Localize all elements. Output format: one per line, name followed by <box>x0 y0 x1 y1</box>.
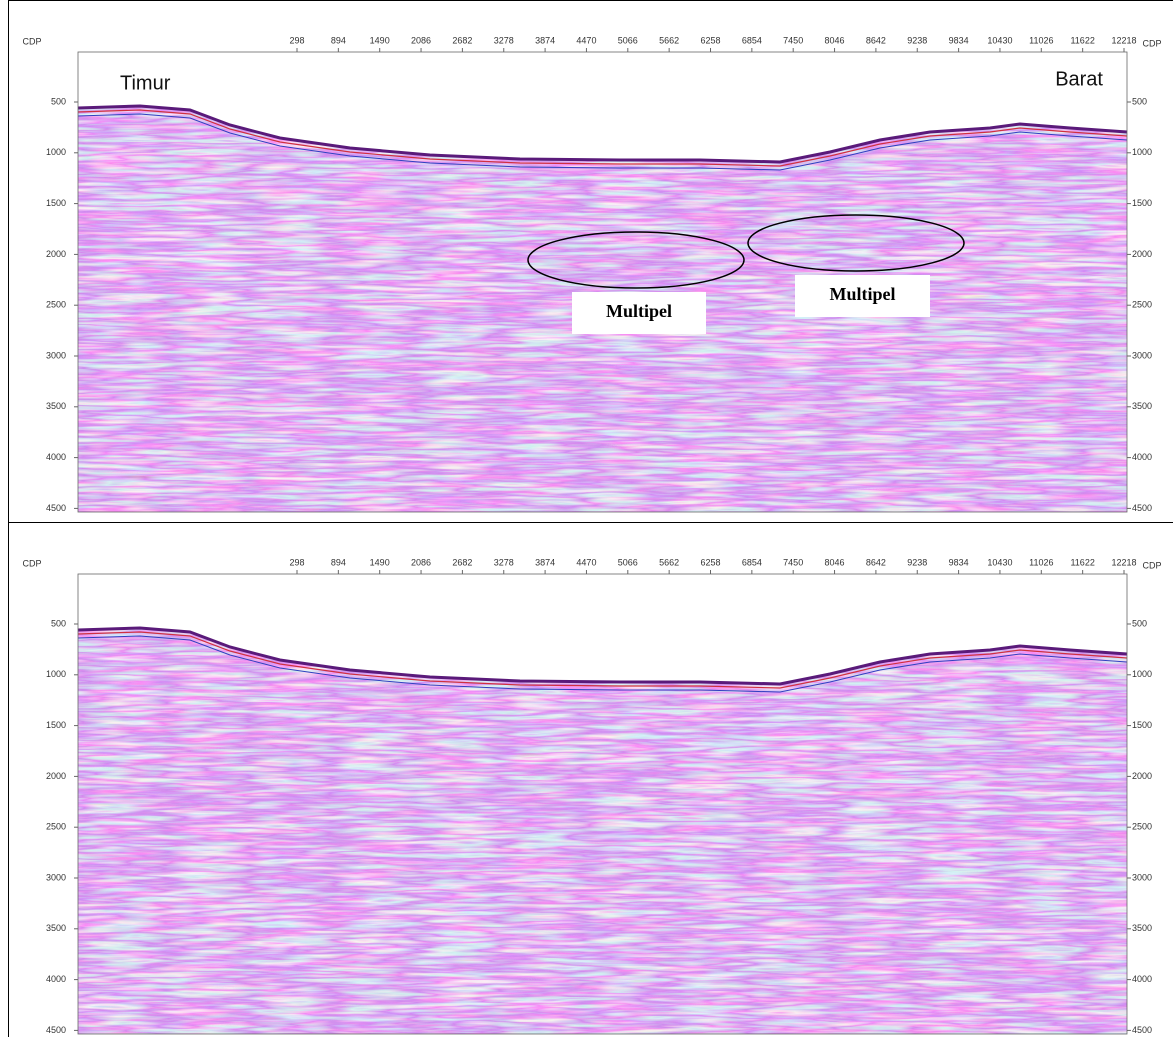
y-tick-label: 4000 <box>46 974 66 984</box>
y-tick-label: 4500 <box>1132 503 1152 513</box>
x-tick-label: 10430 <box>987 557 1012 567</box>
y-tick-label: 500 <box>51 96 66 106</box>
y-tick-label: 4500 <box>46 1025 66 1035</box>
x-tick-label: 894 <box>331 557 346 567</box>
y-tick-label: 2000 <box>46 249 66 259</box>
x-tick-label: 894 <box>331 35 346 45</box>
y-tick-label: 500 <box>1132 618 1147 628</box>
y-tick-label: 3500 <box>1132 401 1152 411</box>
x-axis-label: CDP <box>1142 38 1161 48</box>
x-tick-label: 11026 <box>1029 557 1053 567</box>
x-tick-label: 8642 <box>866 35 886 45</box>
direction-label: Timur <box>120 72 171 94</box>
x-tick-label: 2086 <box>411 557 431 567</box>
y-tick-label: 4000 <box>46 452 66 462</box>
y-tick-label: 1500 <box>46 720 66 730</box>
x-tick-label: 12218 <box>1111 35 1136 45</box>
x-tick-label: 6854 <box>742 35 762 45</box>
annotation-label: Multipel <box>606 301 672 321</box>
y-tick-label: 2000 <box>1132 771 1152 781</box>
x-tick-label: 6258 <box>700 557 720 567</box>
x-tick-label: 9238 <box>907 35 927 45</box>
y-tick-label: 4000 <box>1132 974 1152 984</box>
y-tick-label: 4500 <box>1132 1025 1152 1035</box>
y-tick-label: 3000 <box>46 350 66 360</box>
x-tick-label: 9238 <box>907 557 927 567</box>
y-tick-label: 3500 <box>1132 923 1152 933</box>
y-tick-label: 3000 <box>1132 872 1152 882</box>
x-tick-label: 2682 <box>452 35 472 45</box>
x-tick-label: 2086 <box>411 35 431 45</box>
x-tick-label: 6854 <box>742 557 762 567</box>
x-axis-label: CDP <box>22 36 41 46</box>
seismic-section <box>78 628 1127 1034</box>
x-tick-label: 4470 <box>576 35 596 45</box>
y-tick-label: 2000 <box>46 771 66 781</box>
x-tick-label: 298 <box>289 557 304 567</box>
x-tick-label: 4470 <box>576 557 596 567</box>
y-tick-label: 500 <box>51 618 66 628</box>
y-tick-label: 4000 <box>1132 452 1152 462</box>
x-tick-label: 9834 <box>949 35 969 45</box>
x-tick-label: 5662 <box>659 35 679 45</box>
direction-label: Barat <box>1055 68 1103 90</box>
y-tick-label: 2000 <box>1132 249 1152 259</box>
x-tick-label: 7450 <box>783 35 803 45</box>
x-tick-label: 2682 <box>452 557 472 567</box>
x-tick-label: 3874 <box>535 35 555 45</box>
y-tick-label: 500 <box>1132 96 1147 106</box>
seismic-panel: CDP CDP 298 894 1490 2086 2682 3278 3874 4470 5066… <box>22 557 1161 1034</box>
annotation-label: Multipel <box>830 284 896 304</box>
figure: CDP CDP 298 894 1490 2086 2682 3278 3874 4470 5066… <box>0 0 1173 1037</box>
y-tick-label: 3500 <box>46 923 66 933</box>
x-tick-label: 5066 <box>618 35 638 45</box>
x-tick-label: 11622 <box>1070 35 1094 45</box>
x-tick-label: 5662 <box>659 557 679 567</box>
x-tick-label: 1490 <box>370 557 390 567</box>
y-tick-label: 2500 <box>1132 822 1152 832</box>
x-tick-label: 6258 <box>700 35 720 45</box>
x-tick-label: 1490 <box>370 35 390 45</box>
x-axis-label: CDP <box>22 558 41 568</box>
y-tick-label: 2500 <box>46 300 66 310</box>
y-tick-label: 3000 <box>1132 350 1152 360</box>
y-tick-label: 3500 <box>46 401 66 411</box>
x-tick-label: 3874 <box>535 557 555 567</box>
y-tick-label: 1000 <box>1132 147 1152 157</box>
x-tick-label: 3278 <box>494 35 514 45</box>
y-tick-label: 1500 <box>1132 720 1152 730</box>
x-tick-label: 3278 <box>494 557 514 567</box>
y-tick-label: 4500 <box>46 503 66 513</box>
x-tick-label: 5066 <box>618 557 638 567</box>
y-tick-label: 1500 <box>1132 198 1152 208</box>
y-tick-label: 1000 <box>46 669 66 679</box>
x-tick-label: 11622 <box>1070 557 1094 567</box>
x-tick-label: 9834 <box>949 557 969 567</box>
x-tick-label: 298 <box>289 35 304 45</box>
y-tick-label: 2500 <box>1132 300 1152 310</box>
seismic-panel: CDP CDP 298 894 1490 2086 2682 3278 3874 4470 5066… <box>22 35 1161 512</box>
x-tick-label: 8642 <box>866 557 886 567</box>
x-tick-label: 10430 <box>987 35 1012 45</box>
x-axis-label: CDP <box>1142 560 1161 570</box>
y-tick-label: 1500 <box>46 198 66 208</box>
x-tick-label: 7450 <box>783 557 803 567</box>
x-tick-label: 8046 <box>825 35 845 45</box>
x-tick-label: 11026 <box>1029 35 1053 45</box>
y-tick-label: 1000 <box>1132 669 1152 679</box>
x-tick-label: 8046 <box>825 557 845 567</box>
y-tick-label: 1000 <box>46 147 66 157</box>
y-tick-label: 3000 <box>46 872 66 882</box>
x-tick-label: 12218 <box>1111 557 1136 567</box>
y-tick-label: 2500 <box>46 822 66 832</box>
